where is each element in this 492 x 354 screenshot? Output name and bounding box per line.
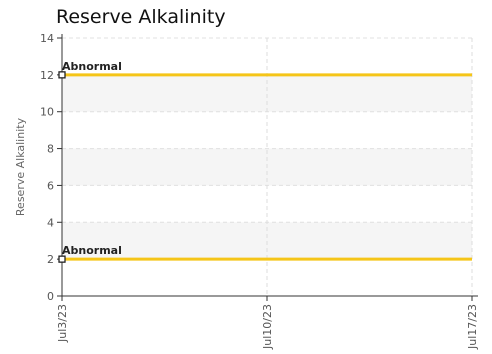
y-tick-label: 12 — [40, 69, 54, 82]
data-point-marker — [58, 255, 66, 263]
y-tick-label: 8 — [47, 143, 54, 156]
x-tick-label: Jul3/23 — [56, 304, 69, 343]
x-tick-label: Jul17/23 — [466, 304, 479, 350]
point-annotation: Abnormal — [62, 244, 122, 257]
chart-title: Reserve Alkalinity — [56, 6, 226, 28]
x-tick-label: Jul10/23 — [261, 304, 274, 350]
point-annotation: Abnormal — [62, 60, 122, 73]
y-axis-title: Reserve Alkalinity — [14, 117, 27, 216]
y-tick-label: 14 — [40, 32, 54, 45]
data-point-marker — [58, 71, 66, 79]
y-tick-label: 10 — [40, 106, 54, 119]
y-tick-label: 2 — [47, 253, 54, 266]
y-tick-label: 4 — [47, 216, 54, 229]
y-tick-label: 0 — [47, 290, 54, 303]
y-tick-label: 6 — [47, 179, 54, 192]
